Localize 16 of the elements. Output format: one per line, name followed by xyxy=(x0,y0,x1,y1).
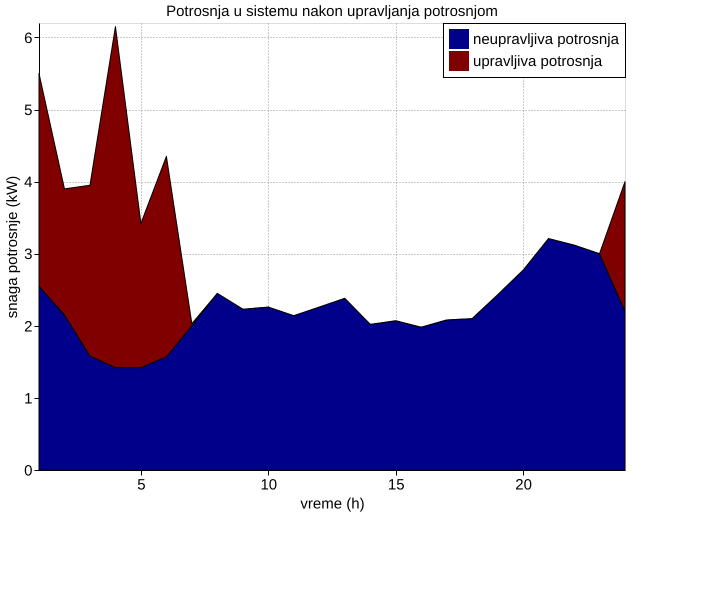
x-tick-label: 15 xyxy=(388,476,405,494)
legend-label: neupravljiva potrosnja xyxy=(473,31,620,48)
y-tick-label: 4 xyxy=(24,174,32,192)
y-tick-label: 2 xyxy=(24,318,32,336)
y-axis-title: snaga potrosnje (kW) xyxy=(4,176,22,318)
y-tick-label: 3 xyxy=(24,246,32,264)
y-tick-label: 6 xyxy=(24,30,32,47)
x-tick-label: 10 xyxy=(260,476,278,494)
y-tick-label: 5 xyxy=(24,102,32,120)
x-axis-title: vreme (h) xyxy=(300,496,365,512)
y-tick-label: 1 xyxy=(24,390,32,408)
x-tick-label: 20 xyxy=(515,476,532,494)
legend-label: upravljiva potrosnja xyxy=(473,53,603,70)
x-tick-label: 5 xyxy=(137,476,146,494)
y-tick-label: 0 xyxy=(24,462,32,480)
chart-title: Potrosnja u sistemu nakon upravljanja potrosnjom xyxy=(166,3,498,20)
